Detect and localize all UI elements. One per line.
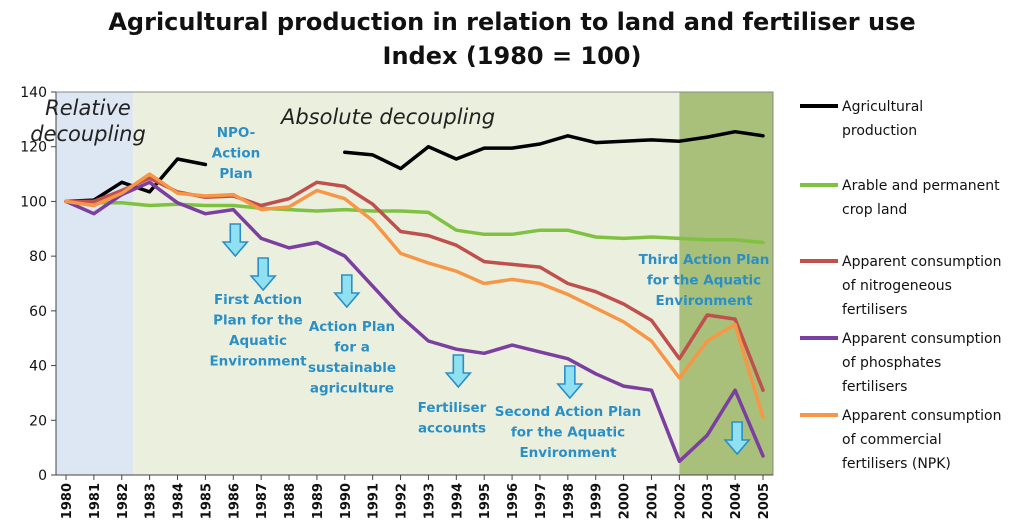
y-tick-label: 100 bbox=[20, 194, 47, 210]
policy-annotations: NPO- Action Plan First Action Plan for the Aq… bbox=[209, 125, 769, 461]
region-label-relative: decoupling bbox=[30, 122, 146, 146]
annotation-second-action-plan: Environment bbox=[519, 445, 617, 461]
x-tick-label: 1985 bbox=[199, 483, 214, 519]
legend-label-4: Apparent consumption bbox=[842, 408, 1001, 424]
annotation-first-action-plan: Plan for the bbox=[213, 313, 303, 329]
annotation-fertiliser-accounts: accounts bbox=[418, 421, 486, 437]
annotation-third-action-plan: Environment bbox=[655, 293, 753, 309]
annotation-fertiliser-accounts: Fertiliser bbox=[418, 400, 487, 416]
y-tick-label: 80 bbox=[29, 249, 47, 265]
x-tick-label: 1998 bbox=[562, 483, 577, 519]
annotation-npo-action-plan: Plan bbox=[219, 166, 252, 182]
legend-label-2: of nitrogeneous bbox=[842, 278, 952, 294]
chart-title: Agricultural production in relation to l… bbox=[108, 8, 915, 36]
x-tick-label: 1980 bbox=[60, 483, 75, 519]
x-tick-label: 2002 bbox=[673, 483, 688, 519]
x-tick-label: 1982 bbox=[116, 483, 131, 519]
x-tick-label: 1986 bbox=[227, 483, 242, 519]
x-tick-label: 1996 bbox=[506, 483, 521, 519]
y-tick-label: 0 bbox=[38, 468, 47, 484]
x-tick-label: 2005 bbox=[757, 483, 772, 519]
annotation-first-action-plan: First Action bbox=[214, 292, 302, 308]
x-tick-label: 1991 bbox=[367, 483, 382, 519]
annotation-first-action-plan: Aquatic bbox=[229, 333, 287, 349]
x-tick-label: 1984 bbox=[172, 483, 187, 519]
annotation-third-action-plan: for the Aquatic bbox=[647, 273, 761, 289]
x-tick-label: 1989 bbox=[311, 483, 326, 519]
y-tick-label: 60 bbox=[29, 304, 47, 320]
x-tick-label: 1988 bbox=[283, 483, 298, 519]
annotation-second-action-plan: for the Aquatic bbox=[511, 425, 625, 441]
x-tick-label: 1983 bbox=[144, 483, 159, 519]
region-label-absolute: Absolute decoupling bbox=[279, 105, 495, 129]
x-tick-label: 1993 bbox=[422, 483, 437, 519]
x-tick-label: 1981 bbox=[88, 483, 103, 519]
region-recent bbox=[679, 92, 773, 475]
background-regions bbox=[55, 91, 774, 476]
legend-label-1: crop land bbox=[842, 202, 907, 218]
y-axis: 0 20 40 60 80 100 120 140 bbox=[20, 85, 57, 484]
y-tick-label: 40 bbox=[29, 359, 47, 375]
x-tick-label: 1997 bbox=[534, 483, 549, 519]
y-tick-label: 20 bbox=[29, 413, 47, 429]
legend-label-2: Apparent consumption bbox=[842, 254, 1001, 270]
x-tick-label: 1999 bbox=[590, 483, 605, 519]
annotation-action-plan-sustainable: sustainable bbox=[308, 360, 396, 376]
down-arrow-icon bbox=[249, 257, 277, 292]
region-label-relative: Relative bbox=[45, 96, 131, 120]
x-tick-label: 1992 bbox=[395, 483, 410, 519]
down-arrow-icon bbox=[556, 365, 584, 400]
series-line-3 bbox=[64, 180, 765, 464]
x-tick-label: 2000 bbox=[618, 483, 633, 519]
region-relative bbox=[56, 92, 133, 475]
series-line-4 bbox=[64, 172, 765, 420]
series-line-0 bbox=[343, 129, 765, 171]
x-tick-label: 2001 bbox=[645, 483, 660, 519]
down-arrow-icon bbox=[221, 223, 250, 258]
annotation-npo-action-plan: NPO- bbox=[217, 125, 256, 141]
down-arrow-icon bbox=[444, 354, 473, 389]
legend: Agricultural production Arable and permane… bbox=[800, 99, 1001, 472]
x-tick-label: 1995 bbox=[478, 483, 493, 519]
down-arrow-icon bbox=[333, 274, 361, 309]
annotation-second-action-plan: Second Action Plan bbox=[495, 404, 642, 420]
legend-label-2: fertilisers bbox=[842, 302, 907, 318]
legend-label-3: fertilisers bbox=[842, 379, 907, 395]
annotation-npo-action-plan: Action bbox=[212, 146, 260, 162]
annotation-third-action-plan: Third Action Plan bbox=[639, 252, 770, 268]
legend-label-0: production bbox=[842, 123, 917, 139]
y-tick-label: 140 bbox=[20, 85, 47, 101]
legend-label-3: Apparent consumption bbox=[842, 331, 1001, 347]
annotation-action-plan-sustainable: agriculture bbox=[310, 381, 394, 397]
x-tick-label: 1990 bbox=[339, 483, 354, 519]
legend-label-0: Agricultural bbox=[842, 99, 923, 115]
x-tick-label: 2003 bbox=[701, 483, 716, 519]
policy-arrows bbox=[221, 223, 751, 456]
y-tick-label: 120 bbox=[20, 140, 47, 156]
annotation-action-plan-sustainable: Action Plan bbox=[309, 319, 395, 335]
down-arrow-icon bbox=[723, 421, 751, 456]
legend-label-4: of commercial bbox=[842, 432, 942, 448]
x-axis: 1980 1981 1982 1983 1984 1985 1986 1987 1988 1989… bbox=[56, 474, 773, 519]
x-tick-label: 2004 bbox=[729, 483, 744, 519]
annotation-first-action-plan: Environment bbox=[209, 354, 307, 370]
legend-label-1: Arable and permanent bbox=[842, 178, 1000, 194]
series-lines bbox=[64, 129, 765, 464]
legend-label-4: fertilisers (NPK) bbox=[842, 456, 951, 472]
x-tick-label: 1987 bbox=[255, 483, 270, 519]
legend-label-3: of phosphates bbox=[842, 355, 941, 371]
region-absolute bbox=[132, 92, 680, 475]
annotation-action-plan-sustainable: for a bbox=[334, 340, 370, 356]
chart-subtitle: Index (1980 = 100) bbox=[383, 42, 642, 70]
x-tick-label: 1994 bbox=[450, 483, 465, 519]
